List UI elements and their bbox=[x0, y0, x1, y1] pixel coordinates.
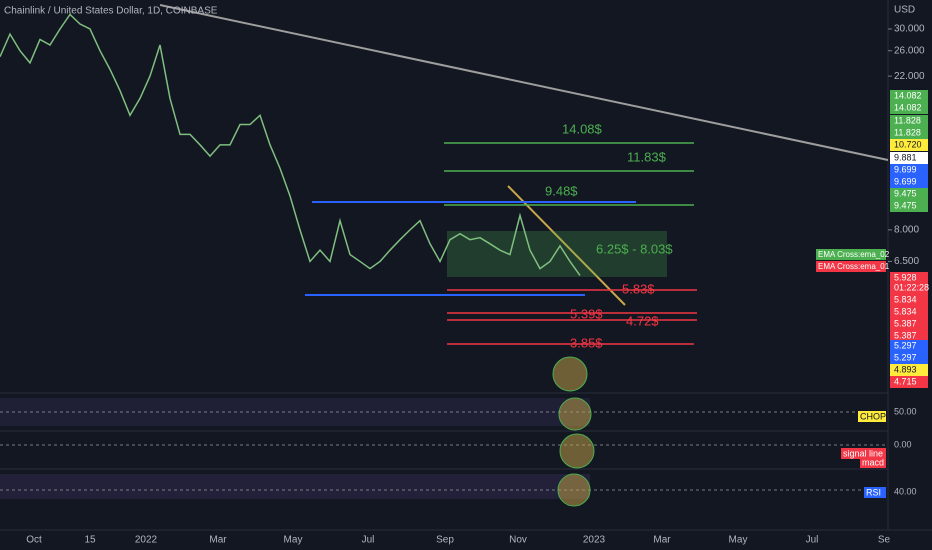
price-badge bbox=[890, 376, 928, 388]
time-label: Oct bbox=[26, 535, 42, 546]
price-badge-label: 9.475 bbox=[894, 200, 917, 210]
price-badge-label: 5.928 bbox=[894, 272, 917, 282]
price-badge bbox=[890, 127, 928, 139]
level-label: 4.72$ bbox=[626, 313, 659, 328]
ema-label: EMA Cross:ema_01 bbox=[818, 262, 890, 271]
symbol-title: Chainlink / United States Dollar, 1D, CO… bbox=[4, 6, 218, 17]
price-badge-label: 5.297 bbox=[894, 352, 917, 362]
highlight-circle bbox=[559, 433, 595, 469]
price-line bbox=[0, 13, 581, 276]
price-badge-label: 01:22:28 bbox=[894, 282, 929, 292]
level-label: 6.25$ - 8.03$ bbox=[596, 241, 673, 256]
level-label: 5.83$ bbox=[622, 281, 655, 296]
currency-label: USD bbox=[894, 5, 915, 16]
price-badge-label: 9.699 bbox=[894, 164, 917, 174]
price-badge bbox=[890, 282, 928, 294]
ema-badge bbox=[816, 249, 886, 260]
price-badge-label: 11.828 bbox=[894, 115, 921, 125]
indicator-label: 50.00 bbox=[894, 406, 917, 416]
price-badge bbox=[890, 188, 928, 200]
price-badge bbox=[890, 294, 928, 306]
indicator-badge bbox=[864, 487, 886, 498]
time-label: Se bbox=[878, 535, 891, 546]
price-badge bbox=[890, 152, 928, 164]
price-badge-label: 5.387 bbox=[894, 318, 917, 328]
price-badge-label: 4.893 bbox=[894, 364, 917, 374]
price-badge-label: 11.828 bbox=[894, 127, 921, 137]
indicator-label: 40.00 bbox=[894, 486, 917, 496]
target-zone bbox=[447, 231, 667, 277]
y-tick-label: 30.000 bbox=[894, 24, 925, 35]
time-label: Jul bbox=[362, 535, 375, 546]
price-badge bbox=[890, 364, 928, 376]
price-badge-label: 9.699 bbox=[894, 176, 917, 186]
price-badge-label: 14.082 bbox=[894, 102, 922, 112]
trend-line bbox=[159, 4, 889, 161]
level-label: 11.83$ bbox=[627, 149, 667, 164]
price-badge bbox=[890, 200, 928, 212]
y-tick-label: 8.000 bbox=[894, 225, 919, 236]
time-label: 15 bbox=[84, 535, 96, 546]
price-badge bbox=[890, 318, 928, 330]
price-badge bbox=[890, 330, 928, 342]
y-tick-label: 22.000 bbox=[894, 71, 925, 82]
indicator-badge bbox=[860, 457, 886, 468]
price-badge-label: 9.881 bbox=[894, 152, 917, 162]
price-badge-label: 5.297 bbox=[894, 340, 917, 350]
price-badge bbox=[890, 176, 928, 188]
time-label: Nov bbox=[509, 535, 527, 546]
indicator-label: macd bbox=[862, 457, 884, 467]
price-badge-label: 5.834 bbox=[894, 294, 917, 304]
price-badge bbox=[890, 139, 928, 151]
indicator-label: signal line bbox=[843, 448, 883, 458]
price-badge-label: 9.475 bbox=[894, 188, 917, 198]
rsi-band bbox=[0, 474, 590, 499]
time-label: Jul bbox=[806, 535, 819, 546]
price-badge-label: 10.720 bbox=[894, 139, 922, 149]
price-badge bbox=[890, 352, 928, 364]
time-label: Sep bbox=[436, 535, 454, 546]
level-label: 9.48$ bbox=[545, 183, 578, 198]
time-label: May bbox=[284, 535, 303, 546]
level-label: 3.85$ bbox=[570, 335, 603, 350]
price-badge bbox=[890, 164, 928, 176]
price-badge bbox=[890, 115, 928, 127]
level-label: 14.08$ bbox=[562, 121, 603, 136]
price-badge bbox=[890, 340, 928, 352]
price-badge-label: 5.387 bbox=[894, 330, 917, 340]
time-label: Mar bbox=[653, 535, 671, 546]
price-badge bbox=[890, 306, 928, 318]
time-label: Mar bbox=[209, 535, 227, 546]
highlight-circle bbox=[558, 397, 592, 431]
price-badge-label: 4.715 bbox=[894, 376, 917, 386]
highlight-circle bbox=[557, 473, 591, 507]
y-tick-label: 26.000 bbox=[894, 45, 925, 56]
time-label: 2023 bbox=[583, 535, 606, 546]
y-tick-label: 6.500 bbox=[894, 256, 919, 267]
time-label: May bbox=[729, 535, 748, 546]
price-badge bbox=[890, 272, 928, 284]
indicator-label: CHOP bbox=[860, 411, 886, 421]
price-badge-label: 5.834 bbox=[894, 306, 917, 316]
indicator-label: RSI bbox=[866, 487, 881, 497]
level-label: 5.39$ bbox=[570, 306, 603, 321]
price-badge-label: 14.082 bbox=[894, 90, 922, 100]
ema-badge bbox=[816, 261, 886, 272]
price-badge bbox=[890, 90, 928, 102]
trend-line bbox=[507, 185, 626, 306]
highlight-circle bbox=[552, 356, 588, 392]
indicator-badge bbox=[841, 448, 886, 459]
time-label: 2022 bbox=[135, 535, 158, 546]
indicator-label: 0.00 bbox=[894, 439, 912, 449]
indicator-badge bbox=[858, 411, 886, 422]
price-badge bbox=[890, 102, 928, 114]
ema-label: EMA Cross:ema_02 bbox=[818, 250, 890, 259]
